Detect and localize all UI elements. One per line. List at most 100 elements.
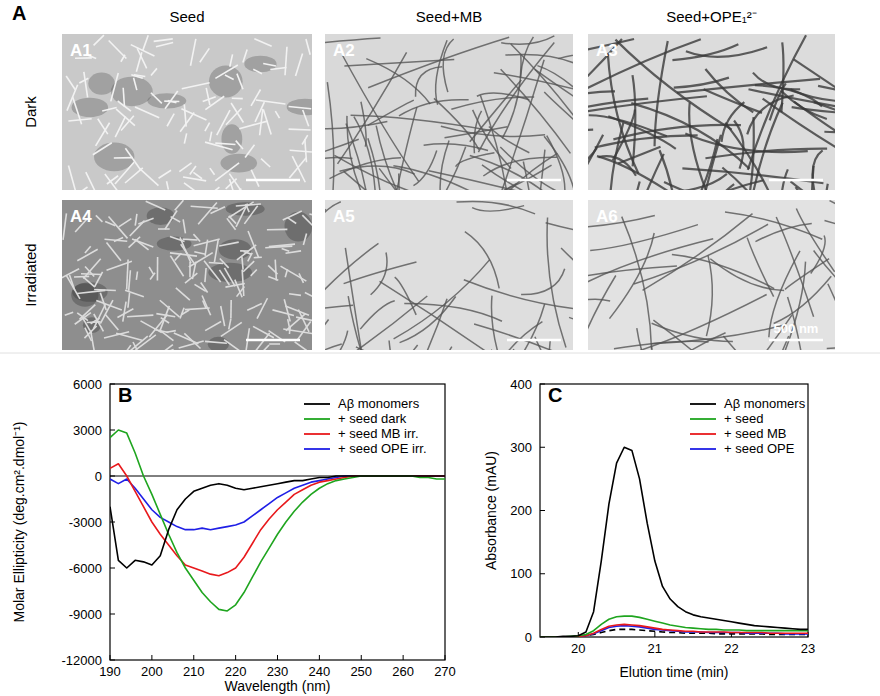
stain-blot <box>287 99 312 116</box>
fibril <box>111 73 118 101</box>
fibril <box>491 350 552 351</box>
fibril <box>205 341 227 343</box>
series-line <box>110 464 445 576</box>
fibril <box>161 318 169 323</box>
fibril <box>156 314 175 317</box>
fibril <box>338 52 407 163</box>
fibril <box>302 135 308 144</box>
fibril <box>651 325 783 344</box>
fibril <box>399 100 469 116</box>
fibril <box>160 306 170 332</box>
fibril <box>689 103 711 190</box>
fibril <box>282 249 290 252</box>
y-tick <box>110 384 115 385</box>
fibril <box>521 269 565 295</box>
fibril <box>413 150 436 185</box>
fibril <box>226 179 237 189</box>
fibril <box>255 102 264 122</box>
fibril <box>100 300 113 324</box>
fibril <box>93 143 112 155</box>
fibril <box>81 273 102 275</box>
fibril <box>394 260 490 339</box>
fibril <box>325 305 353 325</box>
fibril <box>215 163 239 181</box>
y-tick <box>110 430 115 431</box>
fibril <box>325 320 329 350</box>
fibril <box>544 136 573 190</box>
fibril <box>257 298 267 318</box>
y-tick-label: 200 <box>510 503 532 518</box>
x-tick-label: 190 <box>99 664 121 679</box>
fibril <box>181 244 196 264</box>
fibril <box>334 155 448 190</box>
fibril <box>205 123 210 132</box>
fibril <box>151 93 162 104</box>
fibril <box>200 187 220 190</box>
fibril <box>785 259 829 290</box>
fibril <box>205 142 233 150</box>
fibril <box>643 214 753 291</box>
fibril <box>588 299 610 312</box>
fibril <box>146 201 166 210</box>
fibril <box>344 171 445 190</box>
fibril <box>489 126 529 152</box>
fibril <box>68 166 75 190</box>
fibril <box>747 238 774 297</box>
fibril <box>706 256 712 337</box>
fibril <box>224 268 235 287</box>
fibril <box>135 335 155 350</box>
fibril <box>126 345 131 350</box>
fibril <box>345 248 368 350</box>
fibril <box>205 321 221 330</box>
fibril <box>131 45 155 56</box>
fibril <box>272 310 293 316</box>
fibril <box>149 267 153 274</box>
fibril <box>127 260 128 290</box>
fibril <box>183 219 185 233</box>
fibril <box>105 314 118 330</box>
image-label: A4 <box>70 207 92 226</box>
fibril <box>443 39 453 92</box>
fibril <box>290 150 312 152</box>
fibril <box>305 293 312 304</box>
legend-label: + seed OPE irr. <box>338 441 427 456</box>
fibril <box>116 109 135 126</box>
fibril <box>408 147 466 190</box>
fibril <box>127 315 153 317</box>
fibril <box>812 150 822 190</box>
x-tick-label: 21 <box>648 641 662 656</box>
separator <box>0 353 880 354</box>
column-header: Seed+OPE₁²⁻ <box>666 8 757 25</box>
scale-bar-label: 500 nm <box>774 321 819 336</box>
y-tick-label: 0 <box>525 630 532 645</box>
x-tick <box>654 632 655 637</box>
fibril <box>151 68 157 75</box>
scale-bar <box>246 339 300 342</box>
fibril <box>254 39 271 46</box>
fibril <box>626 181 640 190</box>
plot-frame <box>540 384 808 637</box>
fibril <box>242 270 244 296</box>
fibril <box>289 294 301 296</box>
fibril <box>618 147 660 164</box>
legend-label: + seed <box>724 411 763 426</box>
fibril <box>256 100 286 104</box>
fibril <box>107 176 118 184</box>
fibril <box>652 323 733 341</box>
fibril <box>194 252 205 255</box>
image-label: A1 <box>70 41 92 60</box>
legend-label: + seed dark <box>338 411 407 426</box>
fibril <box>527 150 545 190</box>
fibril <box>251 270 257 276</box>
fibril <box>210 132 212 142</box>
fibril <box>588 148 597 180</box>
fibril <box>131 75 142 78</box>
fibril <box>247 304 262 311</box>
fibril <box>253 69 262 74</box>
fibril <box>686 47 767 57</box>
panel-label: C <box>548 384 562 406</box>
fibril <box>366 59 430 104</box>
fibril <box>180 113 194 132</box>
y-tick-label: 300 <box>510 440 532 455</box>
fibril <box>295 342 307 350</box>
